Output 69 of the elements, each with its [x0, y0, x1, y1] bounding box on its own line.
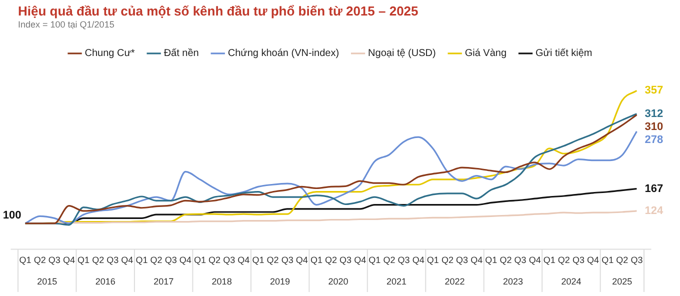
x-tick-label: Q4: [238, 255, 250, 266]
x-tick-label: Q1: [19, 255, 32, 266]
x-tick-label: Q4: [528, 255, 541, 266]
x-tick-label: Q2: [383, 255, 396, 266]
data-label: 278: [644, 134, 664, 146]
x-tick-label: Q2: [150, 255, 162, 266]
text: 2022: [444, 276, 465, 286]
data-label: 310: [644, 120, 664, 133]
legend-label: Ngoại tệ (USD): [368, 48, 436, 60]
x-tick-label: Q2: [266, 255, 279, 266]
x-tick-label: Q3: [48, 255, 60, 266]
data-label: 100: [2, 209, 22, 222]
x-tick-label: Q4: [179, 255, 192, 266]
x-tick-label: Q1: [78, 255, 90, 266]
x-tick-label: Q3: [106, 255, 119, 266]
x-tick-label: Q2: [500, 255, 512, 266]
text: 2019: [270, 276, 290, 286]
x-tick-label: Q1: [252, 255, 264, 266]
x-tick-label: Q1: [543, 255, 556, 266]
x-tick-label: Q2: [616, 255, 628, 266]
x-tick-label: Q3: [164, 255, 177, 266]
x-tick-label: Q2: [324, 255, 338, 266]
x-tick-label: Q1: [485, 255, 498, 266]
legend-label: Chung Cư*: [84, 48, 135, 60]
x-tick-label: Q1: [426, 255, 439, 266]
x-tick-label: Q4: [587, 255, 600, 266]
text: 2020: [328, 276, 348, 286]
x-tick-label: Q1: [194, 255, 206, 266]
text: 2015: [37, 276, 58, 286]
x-tick-label: Q3: [572, 255, 584, 266]
x-tick-label: Q2: [441, 255, 454, 266]
x-tick-label: Q3: [514, 255, 526, 266]
x-tick-label: Q3: [223, 255, 236, 266]
text: 2017: [154, 276, 174, 286]
legend-label: Giá Vàng: [464, 48, 507, 60]
x-tick-label: Q3: [630, 255, 643, 266]
x-tick-label: Q2: [208, 255, 221, 266]
legend-label: Đất nền: [164, 48, 199, 60]
legend-label: Chứng khoán (VN-index): [228, 48, 340, 60]
x-tick-label: Q4: [296, 255, 308, 266]
x-tick-label: Q4: [470, 255, 483, 266]
x-tick-label: Q1: [368, 255, 381, 266]
chart-title: Hiệu quả đầu tư của một số kênh đầu tư phổ biến từ 2015 – 2025: [18, 3, 418, 18]
legend-label: Gửi tiết kiệm: [536, 48, 592, 60]
text: 2021: [386, 276, 407, 286]
x-tick-label: Q4: [62, 255, 75, 266]
x-tick-label: Q4: [121, 255, 134, 266]
data-label: 357: [644, 84, 664, 97]
x-tick-label: Q1: [136, 255, 148, 266]
data-label: 167: [644, 182, 664, 195]
x-tick-label: Q1: [310, 255, 322, 266]
text: 2025: [612, 276, 632, 286]
data-label: 124: [644, 205, 664, 218]
text: 2018: [212, 276, 232, 286]
x-tick-label: Q3: [281, 255, 294, 266]
x-tick-label: Q2: [34, 255, 46, 266]
x-tick-label: Q3: [340, 255, 352, 266]
data-label: 312: [644, 108, 664, 120]
text: 2016: [95, 276, 116, 286]
x-tick-label: Q4: [354, 255, 366, 266]
text: 2023: [502, 276, 523, 286]
x-tick-label: Q4: [412, 255, 424, 266]
x-tick-label: Q2: [92, 255, 104, 266]
x-tick-label: Q3: [456, 255, 468, 266]
chart-subtitle: Index = 100 tại Q1/2015: [18, 19, 114, 30]
x-tick-label: Q2: [558, 255, 570, 266]
x-tick-label: Q3: [398, 255, 410, 266]
text: 2024: [561, 276, 582, 286]
x-tick-label: Q1: [602, 255, 614, 266]
